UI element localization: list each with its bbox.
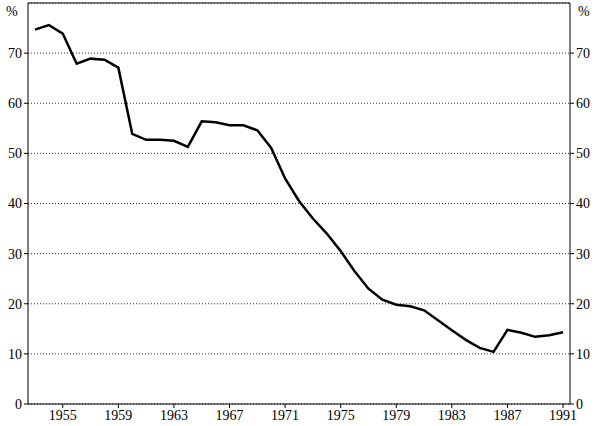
svg-text:1987: 1987 xyxy=(493,408,521,423)
svg-text:60: 60 xyxy=(8,96,22,111)
svg-text:40: 40 xyxy=(576,196,590,211)
svg-text:20: 20 xyxy=(8,297,22,312)
svg-text:1959: 1959 xyxy=(104,408,132,423)
svg-text:1971: 1971 xyxy=(271,408,299,423)
svg-text:1991: 1991 xyxy=(549,408,577,423)
svg-text:30: 30 xyxy=(576,247,590,262)
svg-text:70: 70 xyxy=(576,46,590,61)
svg-text:10: 10 xyxy=(576,347,590,362)
svg-text:1955: 1955 xyxy=(49,408,77,423)
svg-text:1983: 1983 xyxy=(438,408,466,423)
svg-text:30: 30 xyxy=(8,247,22,262)
svg-text:1979: 1979 xyxy=(382,408,410,423)
svg-text:20: 20 xyxy=(576,297,590,312)
svg-text:10: 10 xyxy=(8,347,22,362)
svg-text:40: 40 xyxy=(8,196,22,211)
svg-text:60: 60 xyxy=(576,96,590,111)
svg-text:1967: 1967 xyxy=(216,408,244,423)
svg-text:1975: 1975 xyxy=(327,408,355,423)
svg-text:1963: 1963 xyxy=(160,408,188,423)
svg-text:0: 0 xyxy=(15,397,22,412)
svg-text:70: 70 xyxy=(8,46,22,61)
svg-text:50: 50 xyxy=(8,146,22,161)
svg-text:50: 50 xyxy=(576,146,590,161)
svg-text:0: 0 xyxy=(576,397,583,412)
